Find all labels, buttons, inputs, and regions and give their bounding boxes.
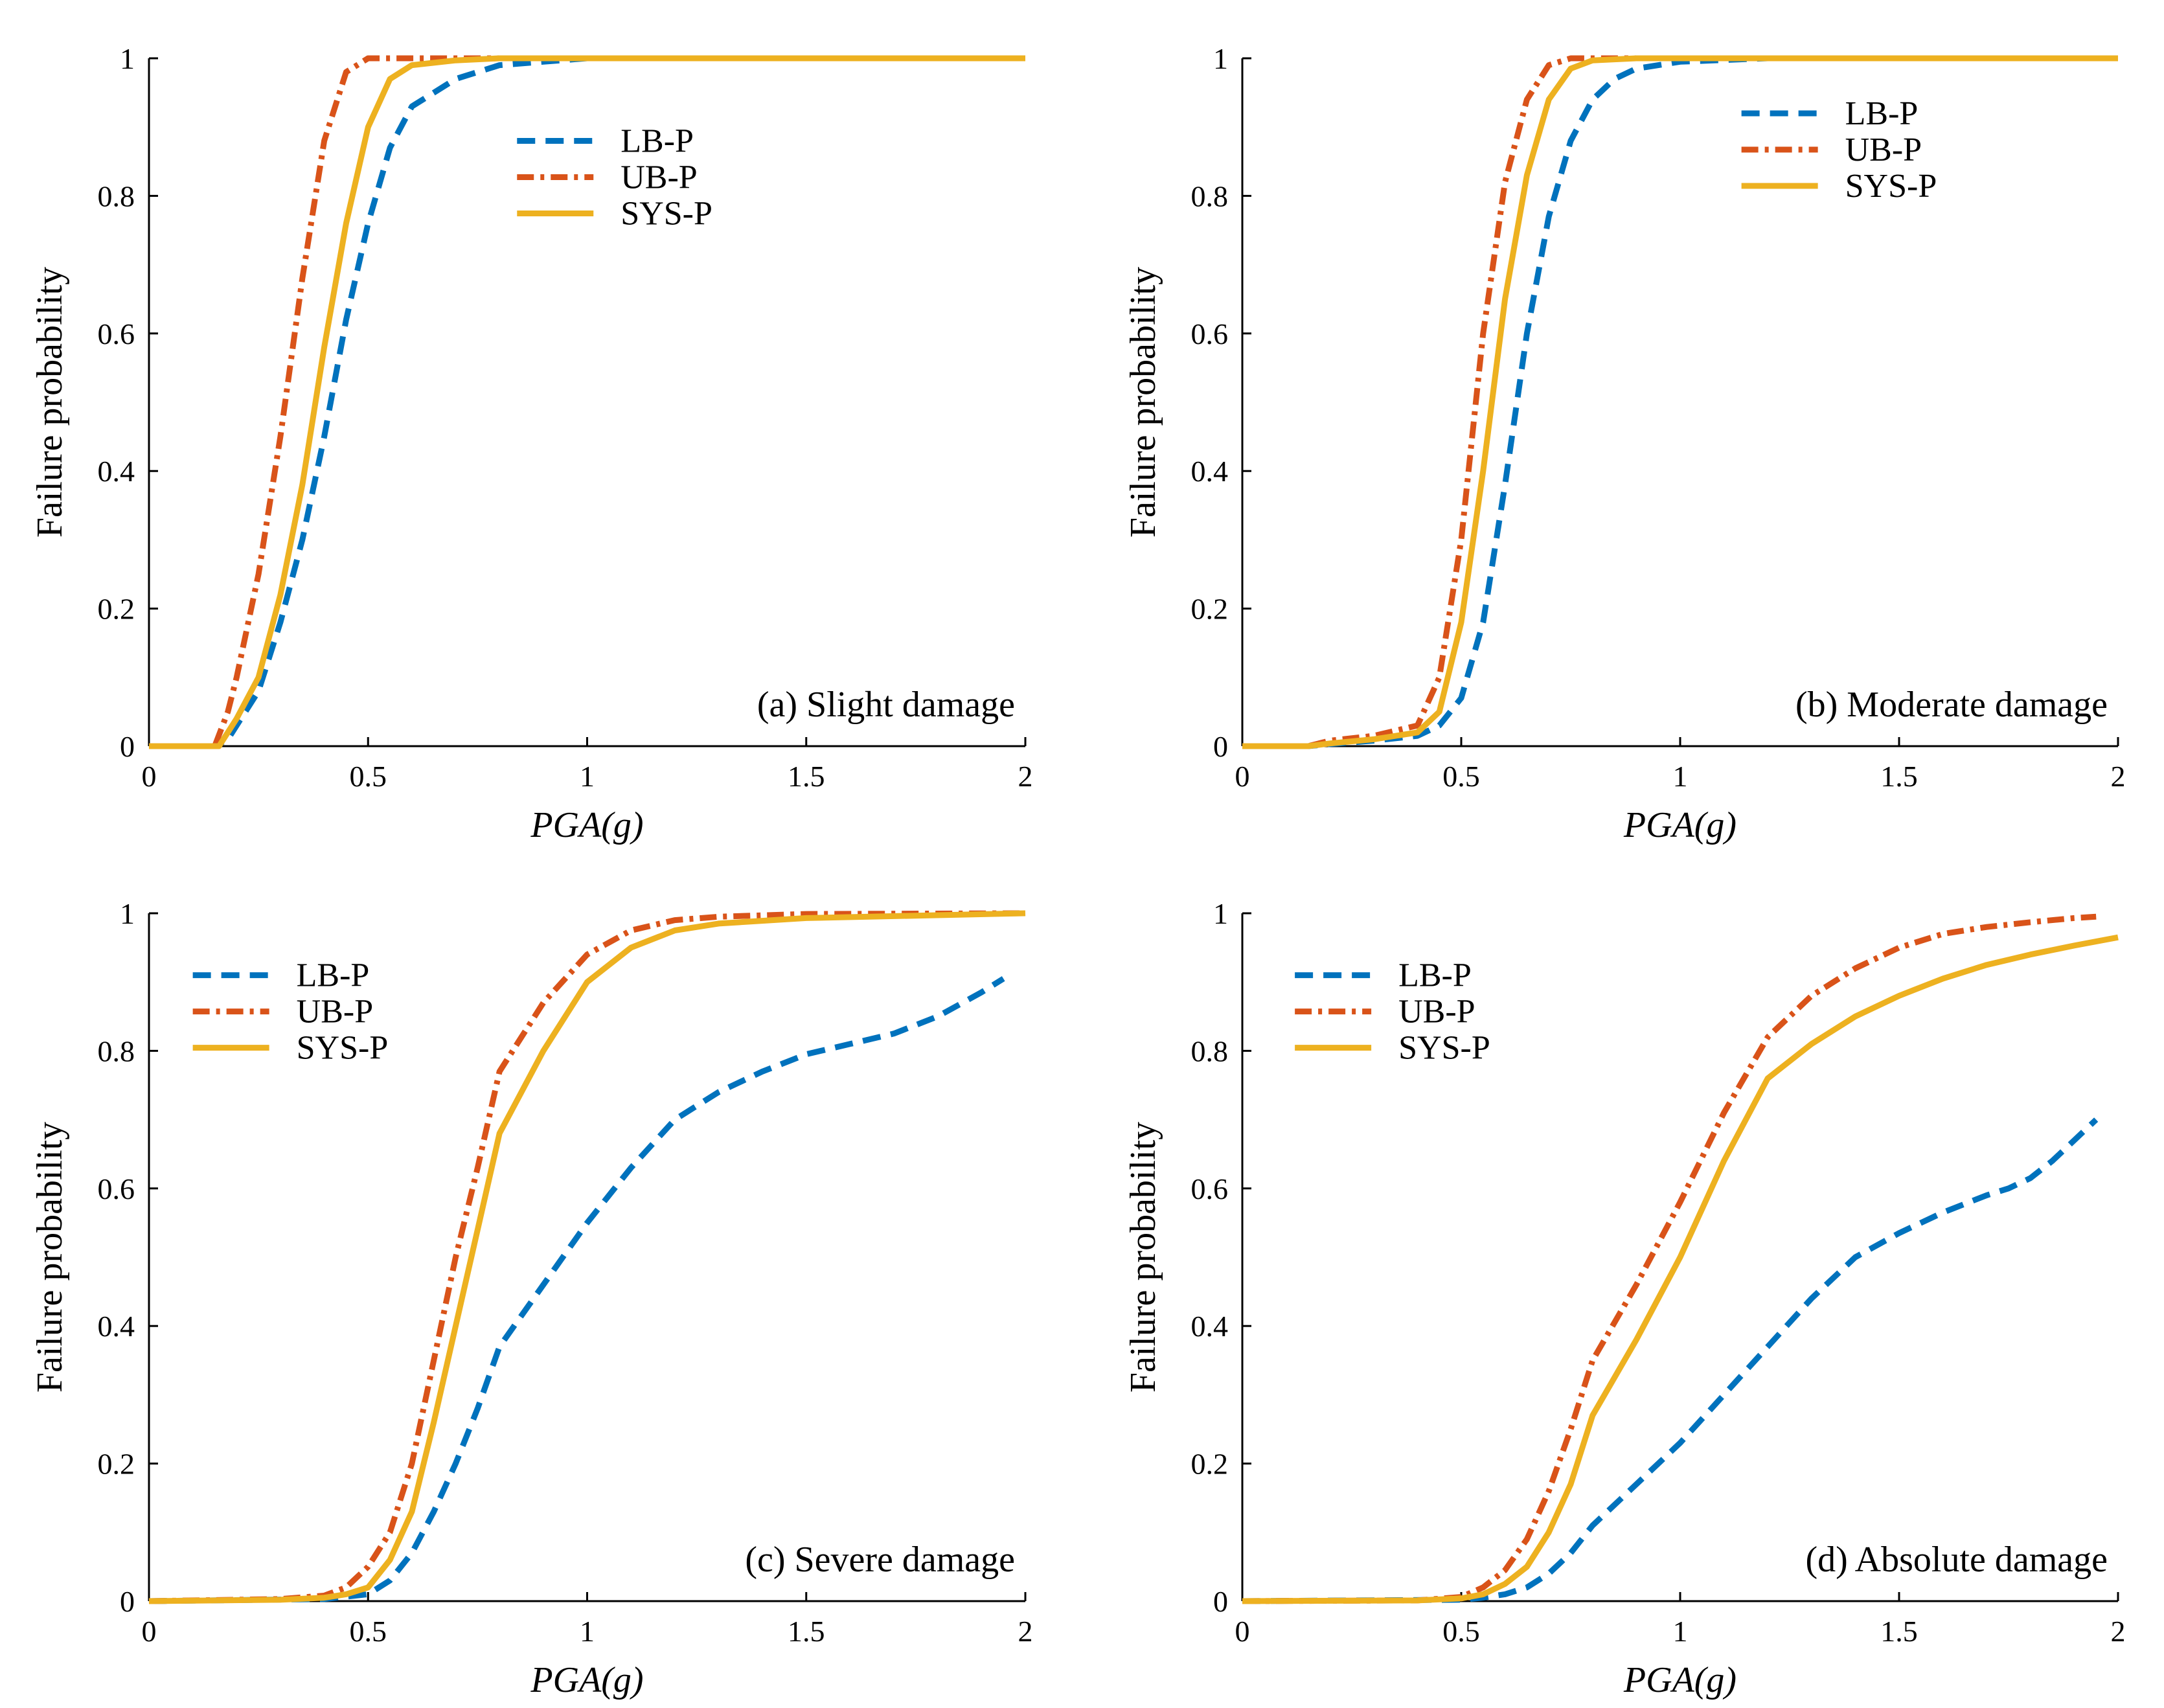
y-tick-label: 0 <box>1213 730 1228 763</box>
legend-label: UB-P <box>621 159 697 196</box>
legend-label: SYS-P <box>1845 168 1937 205</box>
series-line-sys-p <box>1242 934 2119 1604</box>
x-tick-label: 1.5 <box>788 1615 825 1648</box>
series-line-lb-p <box>148 976 1005 1604</box>
y-tick-label: 0.4 <box>98 1310 135 1343</box>
y-tick-label: 0.2 <box>98 593 135 626</box>
x-axis-label: PGA(g) <box>530 1660 643 1700</box>
series-line-sys-p <box>148 910 1026 1604</box>
y-tick-label: 0 <box>1213 1585 1228 1618</box>
legend-label: LB-P <box>1845 95 1919 132</box>
y-tick-label: 1 <box>1213 42 1228 75</box>
y-tick-label: 0.6 <box>98 317 135 350</box>
y-tick-label: 0 <box>120 730 135 763</box>
legend-label: UB-P <box>1398 994 1475 1030</box>
chart-panel-4: 0 0.5 1 1.5 2 0 0.2 0.4 0.6 0.8 1 PGA(g) Failure pro… <box>1123 897 2126 1700</box>
series-line-lb-p <box>1242 1117 2099 1604</box>
y-tick-label: 0.8 <box>1191 1034 1229 1067</box>
x-tick-label: 0 <box>142 1615 157 1648</box>
panel-title: (d) Absolute damage <box>1805 1540 2108 1580</box>
y-tick-label: 1 <box>120 897 135 930</box>
series-line-sys-p <box>1242 55 2118 749</box>
x-tick-label: 1 <box>1673 1615 1688 1648</box>
legend-label: UB-P <box>1845 131 1922 168</box>
y-tick-label: 0.6 <box>1191 1172 1229 1205</box>
series-line-lb-p <box>149 55 1025 749</box>
panel-title: (a) Slight damage <box>757 685 1015 725</box>
y-tick-label: 0.6 <box>1191 317 1229 350</box>
legend-label: UB-P <box>297 994 373 1030</box>
y-tick-label: 0.6 <box>98 1172 135 1205</box>
x-tick-label: 0.5 <box>350 760 387 793</box>
x-tick-label: 0 <box>1235 760 1250 793</box>
y-axis-label: Failure probability <box>1123 1122 1163 1393</box>
x-tick-label: 1.5 <box>1880 760 1918 793</box>
x-tick-label: 1 <box>1673 760 1688 793</box>
legend-label: SYS-P <box>621 195 712 232</box>
y-tick-label: 0.2 <box>1191 593 1229 626</box>
y-tick-label: 0.8 <box>98 1034 135 1067</box>
panel-title: (c) Severe damage <box>745 1540 1015 1580</box>
chart-panel-2: 0 0.5 1 1.5 2 0 0.2 0.4 0.6 0.8 1 PGA(g) Failure pro… <box>1123 42 2126 845</box>
y-tick-label: 0.8 <box>1191 179 1229 212</box>
x-axis-label: PGA(g) <box>530 805 643 845</box>
x-tick-label: 0.5 <box>350 1615 387 1648</box>
x-tick-label: 0 <box>1235 1615 1250 1648</box>
y-tick-label: 0.8 <box>98 179 135 212</box>
y-tick-label: 0.4 <box>1191 1310 1229 1343</box>
series-line-ub-p <box>149 55 1025 749</box>
y-tick-label: 0.2 <box>98 1448 135 1481</box>
y-tick-label: 0.4 <box>98 455 135 488</box>
series-line-sys-p <box>149 55 1025 749</box>
x-tick-label: 0 <box>142 760 157 793</box>
x-tick-label: 0.5 <box>1442 1615 1480 1648</box>
chart-panel-1: 0 0.5 1 1.5 2 0 0.2 0.4 0.6 0.8 1 PGA(g) Failure pro… <box>30 42 1033 845</box>
x-tick-label: 1 <box>580 1615 595 1648</box>
y-tick-label: 1 <box>1213 897 1228 930</box>
x-tick-label: 2 <box>1018 760 1033 793</box>
legend-label: LB-P <box>621 122 694 159</box>
series-line-ub-p <box>1242 913 2097 1604</box>
chart-panel-3: 0 0.5 1 1.5 2 0 0.2 0.4 0.6 0.8 1 PGA(g) Failure pro… <box>30 897 1033 1700</box>
x-tick-label: 2 <box>2111 1615 2126 1648</box>
x-tick-label: 1 <box>580 760 595 793</box>
legend-label: SYS-P <box>297 1030 389 1067</box>
x-tick-label: 0.5 <box>1442 760 1480 793</box>
x-tick-label: 2 <box>2111 760 2126 793</box>
x-tick-label: 2 <box>1018 1615 1033 1648</box>
series-line-lb-p <box>1242 55 2118 749</box>
series-line-ub-p <box>1242 55 2118 749</box>
y-tick-label: 0 <box>120 1585 135 1618</box>
legend-label: SYS-P <box>1398 1030 1490 1067</box>
y-axis-label: Failure probability <box>1123 267 1163 538</box>
x-tick-label: 1.5 <box>1880 1615 1918 1648</box>
series-line-ub-p <box>148 910 1026 1604</box>
panel-title: (b) Moderate damage <box>1795 685 2108 725</box>
x-axis-label: PGA(g) <box>1623 1660 1737 1700</box>
x-axis-label: PGA(g) <box>1623 805 1737 845</box>
y-axis-label: Failure probability <box>30 267 70 538</box>
y-tick-label: 0.4 <box>1191 455 1229 488</box>
y-tick-label: 0.2 <box>1191 1448 1229 1481</box>
y-axis-label: Failure probability <box>30 1122 70 1393</box>
x-tick-label: 1.5 <box>788 760 825 793</box>
y-tick-label: 1 <box>120 42 135 75</box>
legend-label: LB-P <box>1398 957 1472 994</box>
legend-label: LB-P <box>297 957 370 994</box>
